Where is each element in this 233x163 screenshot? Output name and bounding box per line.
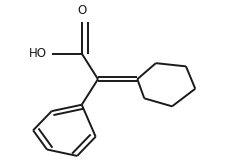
Text: O: O (77, 4, 86, 17)
Text: HO: HO (29, 47, 47, 60)
